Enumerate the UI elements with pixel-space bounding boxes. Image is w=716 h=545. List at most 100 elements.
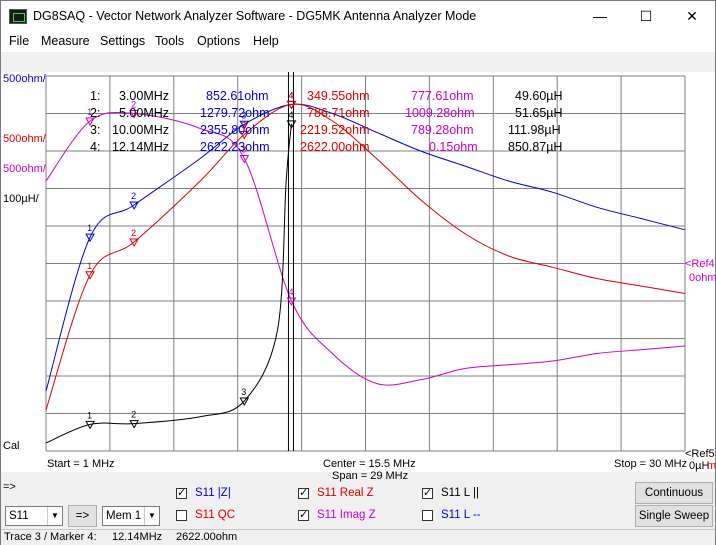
marker-freq: 5.00MHz [119,106,170,120]
center-label: Center = 15.5 MHz [323,458,416,470]
chevron-down-icon: ▼ [47,507,62,525]
marker-number-label: 3 [241,121,246,131]
menu-options[interactable]: Options [197,34,241,48]
window-title: DG8SAQ - Vector Network Analyzer Softwar… [33,9,477,23]
trace-lser-checkbox[interactable] [422,510,433,521]
series-realz-line [45,103,686,410]
trace-absz-label: S11 |Z| [195,487,231,499]
menu-bar: File Measure Settings Tools Options Help [1,32,715,52]
transfer-button[interactable]: => [68,505,97,527]
cal-label: Cal [3,440,20,452]
trace-lser-label: S11 L -- [441,509,481,521]
ref5-extra: m [707,460,716,472]
trace-imagz-checkbox[interactable] [298,508,309,521]
marker-number-label: 4 [288,90,293,100]
memory-select[interactable]: Mem 1 ▼ [102,506,160,526]
marker-num: 2: [90,106,101,120]
ref4-label: <Ref4 [685,258,715,270]
marker-imagz: 789.28ohm [411,123,474,137]
continuous-button[interactable]: Continuous [635,482,713,504]
marker-number-label: 1 [87,410,92,420]
trace-imagz-label: S11 Imag Z [317,509,376,521]
marker-number-label: 2 [131,191,136,201]
marker-number-label: 3 [241,387,246,397]
marker-triangle [286,120,297,129]
marker-absz: 2355.80ohm [200,123,270,137]
marker-imagz: 777.61ohm [411,89,474,103]
series-lpar-line [45,123,292,444]
marker-number-label: 3 [241,110,246,120]
trace-lpar-label: S11 L || [441,487,479,499]
marker-triangle [239,397,250,407]
marker-num: 3: [90,123,101,137]
marker-number-label: 1 [87,261,92,271]
marker-l: 850.87µH [508,140,563,154]
marker-number-label: 1 [87,223,92,233]
menu-settings[interactable]: Settings [100,34,146,48]
status-value: 2622.00ohm [176,531,238,543]
marker-triangle [85,271,95,280]
series-absz-line [45,103,686,392]
marker-realz: 2219.52ohm [300,123,370,137]
menu-file[interactable]: File [9,34,30,48]
plot-area[interactable] [1,72,715,472]
marker-triangle [85,117,95,127]
marker-triangle [129,238,139,247]
marker-absz: 2622.23ohm [200,140,270,154]
marker-triangle [85,233,95,243]
marker-number-label: 2 [131,228,136,238]
magenta-scale-label: 500ohm/ [3,163,46,175]
trace-qc-checkbox[interactable] [176,510,187,521]
marker-triangle [239,131,250,140]
status-trace: Trace 3 / Marker 4: [4,531,97,543]
trace-realz-checkbox[interactable] [298,486,309,499]
minimize-button[interactable]: — [593,8,607,24]
black-scale-label: 100µH/ [3,193,39,205]
span-label: Span = 29 MHz [332,470,409,482]
red-scale-label: 500ohm/ [3,133,46,145]
menu-measure[interactable]: Measure [41,34,90,48]
arrow-hint: => [3,481,16,493]
marker-number-label: 4 [288,110,293,120]
marker-number-label: 4 [288,90,293,100]
ref4-value: 0ohm [689,272,716,284]
close-button[interactable]: ✕ [686,7,698,24]
marker-triangle [286,100,297,110]
marker-triangle [129,420,139,429]
marker-number-label: 4 [288,287,293,297]
marker-imagz: 1009.28ohm [405,106,475,120]
blue-scale-label: 500ohm/ [3,73,46,85]
chevron-down-icon: ▼ [144,507,159,525]
trace-absz-checkbox[interactable] [176,486,187,499]
trace-lpar-checkbox[interactable] [422,486,433,499]
status-bar: Trace 3 / Marker 4: 12.14MHz 2622.00ohm [1,529,715,545]
memory-select-value: Mem 1 [106,510,142,522]
stop-label: Stop = 30 MHz [614,458,688,470]
marker-l: 49.60µH [515,89,563,103]
ref5-label: <Ref5 [685,448,715,460]
marker-realz: 786.71ohm [307,106,370,120]
param-select[interactable]: S11 ▼ [5,506,63,526]
marker-triangle [239,120,250,130]
marker-num: 1: [90,89,101,103]
menu-tools[interactable]: Tools [155,34,185,48]
marker-absz: 852.61ohm [206,89,269,103]
marker-realz: 349.55ohm [307,89,370,103]
trace-qc-label: S11 QC [195,509,236,521]
marker-l: 111.98µH [508,123,561,137]
maximize-button[interactable]: ☐ [639,7,653,24]
start-label: Start = 1 MHz [47,458,115,470]
marker-num: 4: [90,140,101,154]
marker-imagz: 0.15ohm [429,140,478,154]
menu-help[interactable]: Help [253,34,279,48]
trace-realz-label: S11 Real Z [317,487,374,499]
marker-absz: 1279.72ohm [200,106,270,120]
marker-triangle [286,297,297,307]
single-sweep-button[interactable]: Single Sweep [635,505,713,527]
marker-triangle [129,110,139,119]
marker-triangle [239,155,250,164]
marker-triangle [85,420,95,430]
marker-freq: 3.00MHz [119,89,170,103]
